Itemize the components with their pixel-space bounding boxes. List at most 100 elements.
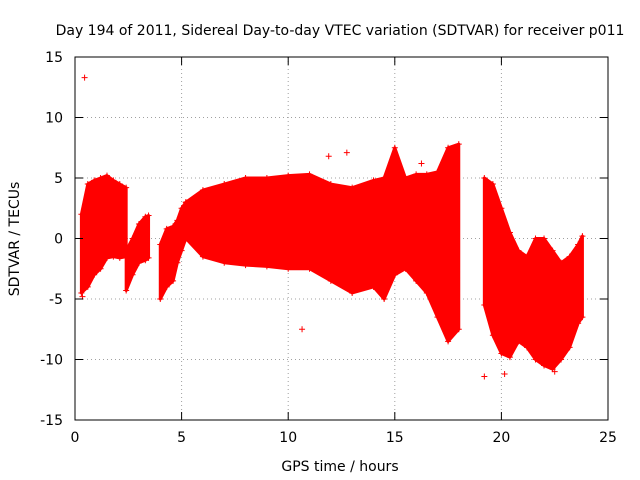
edge-marker xyxy=(445,338,452,345)
edge-marker xyxy=(145,254,152,261)
edge-marker xyxy=(163,283,170,290)
edge-marker xyxy=(423,171,430,178)
outlier-point xyxy=(481,373,488,380)
data-band-segment-2 xyxy=(124,214,151,293)
edge-marker xyxy=(391,271,398,278)
edge-marker xyxy=(182,235,189,242)
y-axis-label: SDTVAR / TECUs xyxy=(7,182,23,297)
edge-marker xyxy=(84,181,91,188)
x-tick-label: 10 xyxy=(279,430,297,446)
edge-marker xyxy=(78,211,85,218)
outlier-point xyxy=(551,368,558,375)
edge-marker xyxy=(541,362,548,369)
edge-marker xyxy=(91,177,98,184)
x-tick-label: 25 xyxy=(599,430,617,446)
edge-marker xyxy=(157,241,164,248)
edge-marker xyxy=(327,181,334,188)
edge-marker xyxy=(423,289,430,296)
edge-marker xyxy=(170,277,177,284)
edge-marker xyxy=(285,172,292,179)
data-band-segment-5 xyxy=(482,176,584,371)
edge-marker xyxy=(91,271,98,278)
outlier-point xyxy=(81,74,88,81)
edge-marker xyxy=(178,205,185,212)
edge-marker xyxy=(103,254,110,261)
edge-marker xyxy=(123,287,130,294)
outlier-point xyxy=(325,153,332,160)
y-tick-label: -15 xyxy=(40,413,63,429)
edge-marker xyxy=(199,253,206,260)
edge-marker xyxy=(263,263,270,270)
edge-marker xyxy=(566,344,573,351)
edge-marker xyxy=(558,356,565,363)
data-band-segment-4 xyxy=(184,142,461,343)
edge-marker xyxy=(481,175,488,181)
edge-marker xyxy=(532,356,539,363)
outlier-point xyxy=(501,371,508,378)
y-tick-label: 0 xyxy=(54,232,63,248)
edge-marker xyxy=(370,177,377,184)
edge-marker xyxy=(515,338,522,345)
edge-marker xyxy=(97,175,104,181)
edge-marker xyxy=(116,181,123,188)
edge-marker xyxy=(489,332,496,339)
edge-marker xyxy=(242,262,249,269)
edge-marker xyxy=(174,217,181,224)
edge-marker xyxy=(145,212,152,219)
x-tick-label: 0 xyxy=(71,430,80,446)
x-tick-label: 5 xyxy=(177,430,186,446)
edge-marker xyxy=(349,184,356,191)
edge-marker xyxy=(199,187,206,194)
y-tick-label: -5 xyxy=(49,292,63,308)
edge-marker xyxy=(445,144,452,151)
edge-marker xyxy=(178,247,185,254)
tick-layer: 0 5 10 15 20 25 -15 -10 -5 0 5 10 15 xyxy=(40,50,617,446)
edge-marker xyxy=(370,283,377,290)
edge-marker xyxy=(506,354,513,361)
data-layer xyxy=(78,74,586,380)
edge-marker xyxy=(285,265,292,272)
edge-marker xyxy=(575,241,582,248)
edge-marker xyxy=(116,254,123,261)
edge-marker xyxy=(402,265,409,272)
edge-marker xyxy=(381,175,388,181)
edge-marker xyxy=(413,277,420,284)
edge-marker xyxy=(579,233,586,240)
edge-marker xyxy=(129,271,136,278)
edge-marker xyxy=(506,229,513,236)
x-tick-label: 15 xyxy=(386,430,404,446)
edge-marker xyxy=(498,205,505,212)
edge-marker xyxy=(78,289,85,296)
edge-marker xyxy=(381,296,388,302)
edge-marker xyxy=(391,144,398,151)
edge-marker xyxy=(532,235,539,242)
edge-marker xyxy=(434,314,441,321)
chart-title: Day 194 of 2011, Sidereal Day-to-day VTE… xyxy=(56,23,625,39)
edge-marker xyxy=(163,225,170,232)
edge-marker xyxy=(434,168,441,175)
y-tick-label: 5 xyxy=(54,171,63,187)
edge-marker xyxy=(157,296,164,302)
outlier-point xyxy=(343,149,350,156)
edge-marker xyxy=(489,181,496,188)
x-axis-label: GPS time / hours xyxy=(281,459,398,475)
y-tick-label: -10 xyxy=(40,353,63,369)
edge-marker xyxy=(579,314,586,321)
edge-marker xyxy=(349,289,356,296)
edge-marker xyxy=(481,302,488,309)
data-band-segment-1 xyxy=(79,174,128,295)
edge-marker xyxy=(455,141,462,148)
edge-marker xyxy=(97,265,104,272)
edge-marker xyxy=(263,175,270,181)
x-tick-label: 20 xyxy=(492,430,510,446)
edge-marker xyxy=(84,283,91,290)
edge-marker xyxy=(402,175,409,181)
edge-marker xyxy=(174,259,181,266)
edge-marker xyxy=(129,235,136,242)
edge-marker xyxy=(306,265,313,272)
edge-marker xyxy=(242,175,249,181)
outlier-point xyxy=(299,326,306,333)
y-tick-label: 15 xyxy=(45,50,63,66)
edge-marker xyxy=(306,171,313,178)
